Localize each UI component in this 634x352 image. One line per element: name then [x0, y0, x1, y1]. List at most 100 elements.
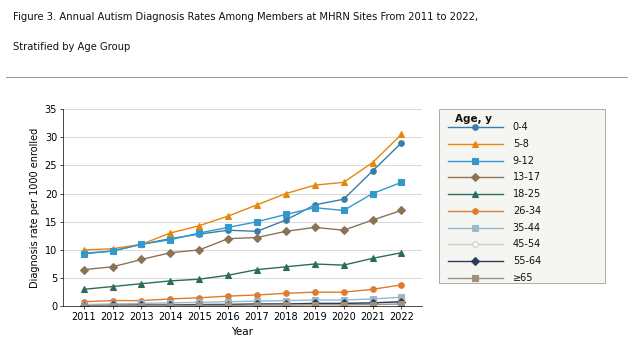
≥65 — [108, 304, 116, 308]
13-17 — [340, 228, 347, 232]
18-25 — [311, 262, 318, 266]
Text: Stratified by Age Group: Stratified by Age Group — [13, 42, 130, 51]
≥65 — [167, 303, 174, 308]
18-25 — [138, 282, 145, 286]
26-34 — [167, 297, 174, 301]
26-34 — [398, 283, 405, 287]
Line: 18-25: 18-25 — [81, 250, 404, 292]
Text: 5-8: 5-8 — [513, 139, 529, 149]
13-17 — [224, 237, 232, 241]
9-12 — [108, 249, 116, 253]
Text: 18-25: 18-25 — [513, 189, 541, 199]
9-12 — [253, 220, 261, 224]
45-54 — [138, 302, 145, 307]
55-64 — [195, 302, 203, 307]
0-4 — [224, 228, 232, 232]
9-12 — [311, 206, 318, 210]
≥65 — [195, 303, 203, 308]
Text: 13-17: 13-17 — [513, 172, 541, 182]
35-44 — [340, 298, 347, 302]
26-34 — [311, 290, 318, 294]
18-25 — [282, 265, 290, 269]
45-54 — [340, 301, 347, 306]
35-44 — [108, 302, 116, 306]
55-64 — [108, 303, 116, 308]
55-64 — [167, 303, 174, 307]
≥65 — [369, 302, 377, 307]
Text: 26-34: 26-34 — [513, 206, 541, 216]
18-25 — [369, 256, 377, 260]
0-4 — [311, 203, 318, 207]
Line: 0-4: 0-4 — [81, 140, 404, 256]
35-44 — [282, 298, 290, 303]
5-8 — [398, 132, 405, 137]
≥65 — [80, 304, 87, 308]
0-4 — [80, 251, 87, 256]
FancyBboxPatch shape — [439, 109, 605, 283]
26-34 — [224, 294, 232, 298]
45-54 — [253, 302, 261, 306]
55-64 — [282, 302, 290, 306]
18-25 — [340, 263, 347, 267]
Line: 5-8: 5-8 — [81, 132, 404, 253]
5-8 — [253, 203, 261, 207]
0-4 — [398, 141, 405, 145]
18-25 — [80, 287, 87, 291]
9-12 — [80, 252, 87, 256]
26-34 — [195, 296, 203, 300]
Line: ≥65: ≥65 — [81, 301, 404, 309]
9-12 — [167, 238, 174, 242]
45-54 — [311, 301, 318, 306]
5-8 — [167, 231, 174, 235]
45-54 — [369, 301, 377, 305]
Text: Age, y: Age, y — [455, 114, 491, 124]
13-17 — [253, 235, 261, 240]
≥65 — [311, 303, 318, 307]
45-54 — [282, 301, 290, 306]
45-54 — [80, 303, 87, 307]
13-17 — [80, 268, 87, 272]
0-4 — [108, 249, 116, 253]
Text: 0-4: 0-4 — [513, 122, 529, 132]
35-44 — [369, 297, 377, 301]
≥65 — [340, 303, 347, 307]
13-17 — [195, 248, 203, 252]
35-44 — [311, 298, 318, 302]
18-25 — [253, 268, 261, 272]
9-12 — [340, 208, 347, 213]
26-34 — [108, 298, 116, 303]
55-64 — [138, 303, 145, 307]
9-12 — [282, 212, 290, 216]
≥65 — [253, 303, 261, 307]
45-54 — [108, 303, 116, 307]
Text: ≥65: ≥65 — [513, 273, 533, 283]
26-34 — [282, 291, 290, 295]
18-25 — [224, 273, 232, 277]
0-4 — [167, 237, 174, 241]
9-12 — [369, 191, 377, 196]
≥65 — [224, 303, 232, 308]
55-64 — [369, 301, 377, 305]
45-54 — [224, 302, 232, 306]
13-17 — [398, 208, 405, 213]
0-4 — [282, 218, 290, 222]
Line: 55-64: 55-64 — [81, 299, 404, 308]
35-44 — [138, 301, 145, 306]
35-44 — [224, 300, 232, 304]
X-axis label: Year: Year — [231, 327, 254, 337]
0-4 — [369, 169, 377, 173]
13-17 — [167, 251, 174, 255]
5-8 — [311, 183, 318, 187]
18-25 — [108, 284, 116, 289]
26-34 — [80, 300, 87, 304]
13-17 — [138, 257, 145, 262]
Text: 35-44: 35-44 — [513, 223, 541, 233]
13-17 — [282, 229, 290, 233]
5-8 — [80, 248, 87, 252]
13-17 — [311, 225, 318, 230]
26-34 — [369, 287, 377, 291]
5-8 — [108, 247, 116, 251]
5-8 — [224, 214, 232, 218]
Text: 9-12: 9-12 — [513, 156, 535, 166]
35-44 — [167, 301, 174, 305]
